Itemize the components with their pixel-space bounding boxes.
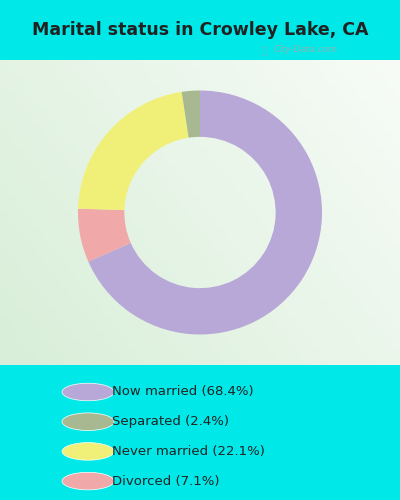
Text: Marital status in Crowley Lake, CA: Marital status in Crowley Lake, CA [32, 21, 368, 39]
Circle shape [62, 472, 114, 490]
Text: Divorced (7.1%): Divorced (7.1%) [112, 474, 220, 488]
Circle shape [62, 383, 114, 401]
Wedge shape [182, 90, 200, 138]
Wedge shape [88, 90, 322, 334]
Text: Now married (68.4%): Now married (68.4%) [112, 386, 254, 398]
Circle shape [62, 442, 114, 460]
Text: City-Data.com: City-Data.com [273, 45, 337, 54]
Text: Never married (22.1%): Never married (22.1%) [112, 445, 265, 458]
Text: Separated (2.4%): Separated (2.4%) [112, 415, 229, 428]
Text: ⓘ: ⓘ [261, 45, 267, 54]
Wedge shape [78, 92, 189, 210]
Wedge shape [78, 208, 131, 262]
Circle shape [62, 413, 114, 430]
